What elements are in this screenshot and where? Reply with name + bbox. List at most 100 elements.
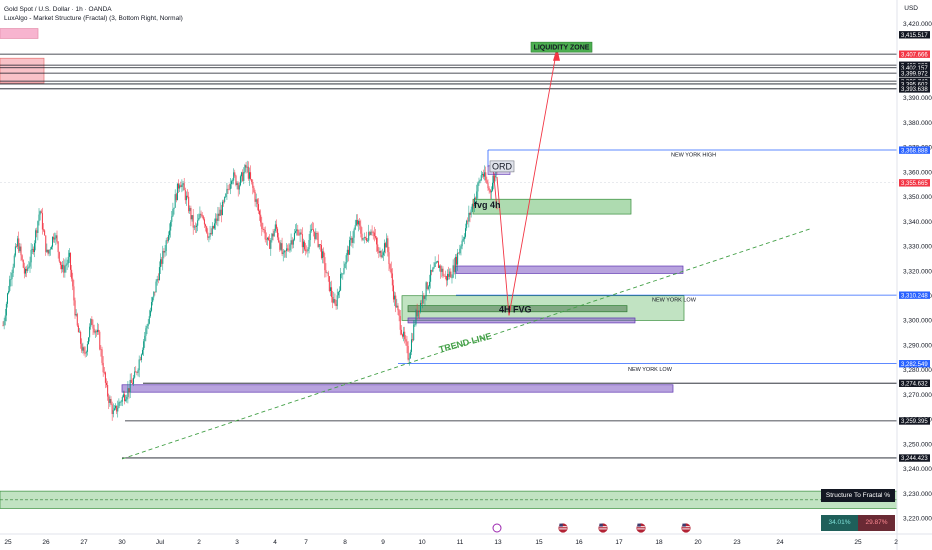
candle	[318, 244, 320, 250]
candle	[23, 262, 25, 279]
candle-body	[215, 218, 217, 224]
price-level-badge-bg	[899, 85, 930, 93]
us-flag-event-icon[interactable]	[681, 523, 691, 533]
candle-body	[425, 282, 427, 297]
candle	[398, 308, 400, 322]
candle-body	[119, 401, 121, 403]
price-level-badge[interactable]: 3,274.632	[899, 379, 930, 388]
candle	[79, 328, 81, 333]
candle-body	[450, 271, 452, 278]
price-level-badge[interactable]: 3,368.888	[899, 146, 930, 154]
candle-body	[369, 232, 371, 235]
price-level-badge[interactable]: 3,399.972	[899, 69, 930, 78]
candle-body	[225, 193, 227, 198]
candle	[428, 274, 430, 294]
price-level-badge[interactable]: 3,415.517	[899, 31, 930, 39]
candle	[188, 191, 190, 214]
candle-body	[183, 183, 185, 191]
candle-body	[358, 220, 360, 225]
candle-body	[488, 188, 490, 191]
candle	[85, 350, 87, 357]
indicator-legend[interactable]: LuxAlgo - Market Structure (Fractal) (3,…	[4, 15, 183, 22]
candle	[439, 264, 441, 272]
candle	[284, 250, 286, 258]
us-flag-event-icon[interactable]	[558, 523, 568, 533]
candle	[129, 373, 131, 399]
candle	[77, 323, 79, 333]
candle-body	[473, 197, 475, 207]
x-tick-label: 27	[80, 539, 88, 546]
candle	[350, 231, 352, 246]
candle	[155, 279, 157, 293]
candle-body	[210, 232, 212, 235]
candle	[219, 202, 221, 216]
candle-body	[201, 214, 203, 217]
candle-body	[269, 240, 271, 249]
candle-body	[264, 230, 266, 240]
candle-body	[292, 239, 294, 245]
price-level-badge-text: 3,259.395	[901, 419, 928, 425]
candle-body	[403, 331, 405, 337]
candle	[84, 346, 86, 358]
candle-body	[273, 230, 275, 237]
candle-body	[350, 237, 352, 241]
price-level-badge[interactable]: 3,282.549	[899, 360, 930, 368]
candle-body	[431, 269, 433, 272]
event-marker-icon[interactable]	[492, 523, 502, 533]
us-flag-event-icon[interactable]	[636, 523, 646, 533]
candle	[296, 223, 298, 236]
candle-body	[88, 337, 90, 345]
price-level-badge[interactable]: 3,393.638	[899, 85, 930, 93]
candle	[263, 227, 265, 234]
candle	[224, 196, 226, 204]
price-level-badge-bg	[899, 291, 930, 299]
candle-body	[346, 249, 348, 256]
us-flag-canton	[559, 523, 563, 527]
candle	[148, 309, 150, 325]
price-level-badge[interactable]: 3,402.157	[899, 64, 930, 72]
candle	[13, 253, 15, 269]
candle	[445, 275, 447, 287]
candle	[304, 239, 306, 252]
us-flag-stripe	[559, 526, 567, 528]
price-level-badge[interactable]: 3,355.665	[899, 179, 930, 187]
ord-label: ORD	[489, 160, 515, 173]
candle	[125, 394, 127, 402]
candle	[95, 329, 97, 337]
candle-body	[129, 379, 131, 393]
candle-body	[226, 188, 228, 194]
candle	[29, 256, 31, 273]
candle-body	[361, 233, 363, 240]
candle-body	[181, 184, 183, 188]
currency-label[interactable]: USD	[904, 5, 918, 12]
fractal-bullish-pct: 34.01%	[821, 515, 858, 531]
candle	[174, 189, 176, 208]
price-level-badge[interactable]: 3,244.423	[899, 454, 930, 462]
candle-body	[430, 269, 432, 282]
candle	[302, 238, 304, 253]
candle-body	[73, 286, 75, 301]
price-level-badge[interactable]: 3,310.248	[899, 291, 930, 299]
candle	[406, 336, 408, 354]
x-tick-label: 2	[894, 539, 898, 546]
purple-zone-mid	[407, 317, 636, 324]
candle-body	[326, 272, 328, 274]
candle-body	[271, 233, 273, 241]
candle	[117, 400, 119, 418]
candle	[161, 257, 163, 267]
candle-body	[125, 399, 127, 402]
candle-body	[493, 175, 495, 183]
candle	[28, 261, 30, 269]
us-flag-event-icon[interactable]	[598, 523, 608, 533]
candle	[292, 238, 294, 249]
price-level-badge[interactable]: 3,259.395	[899, 417, 930, 425]
candle-body	[491, 182, 493, 191]
fractal-bearish-pct: 29.87%	[858, 515, 895, 531]
candle	[202, 215, 204, 221]
candle-body	[58, 252, 60, 262]
x-tick-label: 24	[776, 539, 784, 546]
price-level-badge[interactable]: 3,407.666	[899, 50, 930, 59]
candle	[335, 299, 337, 310]
candle-body	[333, 299, 335, 303]
